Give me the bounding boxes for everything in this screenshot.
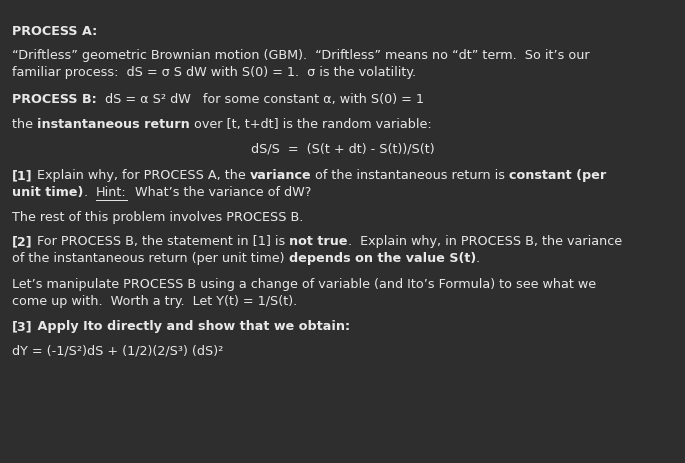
Text: Apply Ito directly and show that we obtain:: Apply Ito directly and show that we obta…: [33, 320, 350, 333]
Text: .  Explain why, in PROCESS B, the variance: . Explain why, in PROCESS B, the varianc…: [348, 235, 622, 248]
Text: “Driftless” geometric Brownian motion (GBM).  “Driftless” means no “dt” term.  S: “Driftless” geometric Brownian motion (G…: [12, 49, 590, 62]
Text: The rest of this problem involves PROCESS B.: The rest of this problem involves PROCES…: [12, 211, 303, 224]
Text: dS/S  =  (S(t + dt) - S(t))/S(t): dS/S = (S(t + dt) - S(t))/S(t): [251, 143, 434, 156]
Text: [3]: [3]: [12, 320, 33, 333]
Text: dS = α S² dW   for some constant α, with S(0) = 1: dS = α S² dW for some constant α, with S…: [97, 93, 424, 106]
Text: Let’s manipulate PROCESS B using a change of variable (and Ito’s Formula) to see: Let’s manipulate PROCESS B using a chang…: [12, 278, 597, 291]
Text: For PROCESS B, the statement in [1] is: For PROCESS B, the statement in [1] is: [33, 235, 289, 248]
Text: depends on the value S(t): depends on the value S(t): [289, 252, 476, 265]
Text: instantaneous return: instantaneous return: [37, 118, 190, 131]
Text: of the instantaneous return (per unit time): of the instantaneous return (per unit ti…: [12, 252, 289, 265]
Text: [1]: [1]: [12, 169, 33, 182]
Text: unit time): unit time): [12, 186, 84, 199]
Text: .: .: [84, 186, 96, 199]
Text: PROCESS B:: PROCESS B:: [12, 93, 97, 106]
Text: familiar process:  dS = σ S dW with S(0) = 1.  σ is the volatility.: familiar process: dS = σ S dW with S(0) …: [12, 66, 416, 79]
Text: Explain why, for PROCESS A, the: Explain why, for PROCESS A, the: [33, 169, 250, 182]
Text: over [t, t+dt] is the random variable:: over [t, t+dt] is the random variable:: [190, 118, 432, 131]
Text: [2]: [2]: [12, 235, 33, 248]
Text: PROCESS A:: PROCESS A:: [12, 25, 97, 38]
Text: come up with.  Worth a try.  Let Y(t) = 1/S(t).: come up with. Worth a try. Let Y(t) = 1/…: [12, 295, 297, 308]
Text: What’s the variance of dW?: What’s the variance of dW?: [127, 186, 311, 199]
Text: of the instantaneous return is: of the instantaneous return is: [311, 169, 510, 182]
Text: not true: not true: [289, 235, 348, 248]
Text: Hint:: Hint:: [96, 186, 127, 199]
Text: variance: variance: [250, 169, 311, 182]
Text: constant (per: constant (per: [510, 169, 607, 182]
Text: dY = (-1/S²)dS + (1/2)(2/S³) (dS)²: dY = (-1/S²)dS + (1/2)(2/S³) (dS)²: [12, 345, 224, 358]
Text: .: .: [476, 252, 480, 265]
Text: the: the: [12, 118, 37, 131]
